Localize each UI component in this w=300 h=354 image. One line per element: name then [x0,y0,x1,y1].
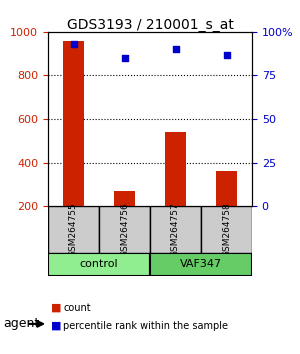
Bar [63,41,84,206]
Bar [216,171,237,206]
Text: count: count [63,303,91,313]
Bar [165,132,186,206]
Text: control: control [80,259,118,269]
Point [224,52,229,57]
Text: ■: ■ [51,303,62,313]
Text: GSM264758: GSM264758 [222,202,231,257]
Text: GSM264755: GSM264755 [69,202,78,257]
FancyBboxPatch shape [150,253,252,276]
FancyBboxPatch shape [201,206,252,253]
Text: GSM264757: GSM264757 [171,202,180,257]
Point [71,41,76,47]
Text: GDS3193 / 210001_s_at: GDS3193 / 210001_s_at [67,18,233,32]
Point [122,55,127,61]
FancyBboxPatch shape [48,206,99,253]
Point [173,46,178,52]
Text: percentile rank within the sample: percentile rank within the sample [63,321,228,331]
Text: VAF347: VAF347 [180,259,222,269]
Bar [114,191,135,206]
FancyBboxPatch shape [99,206,150,253]
FancyBboxPatch shape [150,206,201,253]
Text: GSM264756: GSM264756 [120,202,129,257]
Text: ■: ■ [51,321,62,331]
FancyBboxPatch shape [48,253,150,276]
Text: agent: agent [3,318,39,330]
